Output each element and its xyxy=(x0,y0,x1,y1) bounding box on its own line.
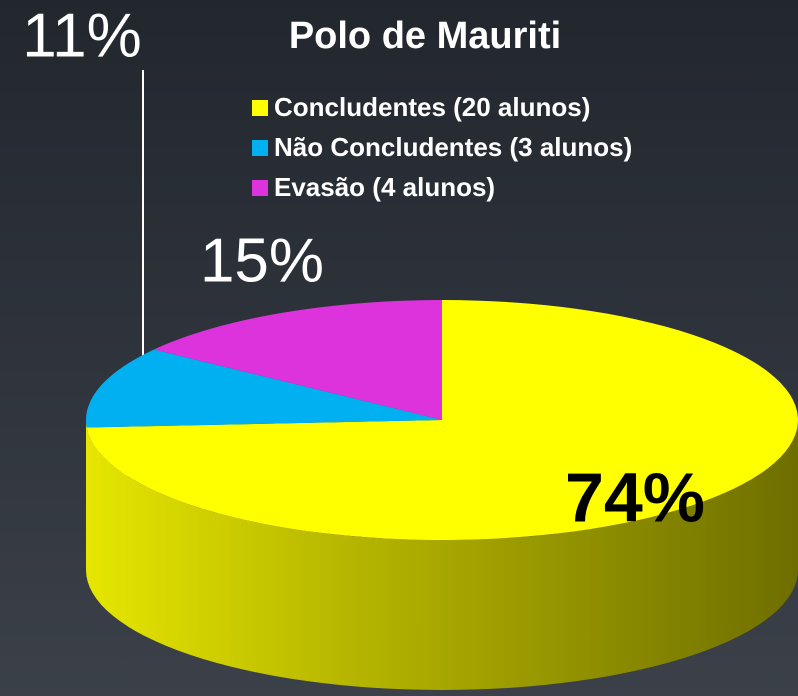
data-labels: 74% 11% 15% xyxy=(22,1,705,536)
data-label: 15% xyxy=(200,226,324,295)
data-label: 11% xyxy=(22,1,142,70)
legend-label: Evasão (4 alunos) xyxy=(274,172,495,202)
legend-swatch xyxy=(252,100,268,116)
legend-label: Não Concludentes (3 alunos) xyxy=(274,132,632,162)
pie-slice xyxy=(153,300,443,420)
legend: Concludentes (20 alunos) Não Concludentes… xyxy=(252,92,632,202)
pie-slice xyxy=(85,349,442,428)
legend-swatch xyxy=(252,180,268,196)
pie-side xyxy=(86,420,798,690)
pie-slice xyxy=(86,300,798,540)
legend-label: Concludentes (20 alunos) xyxy=(274,92,590,122)
legend-swatch xyxy=(252,140,268,156)
pie xyxy=(85,300,798,690)
data-label: 74% xyxy=(565,458,705,536)
chart-title: Polo de Mauriti xyxy=(289,15,561,57)
